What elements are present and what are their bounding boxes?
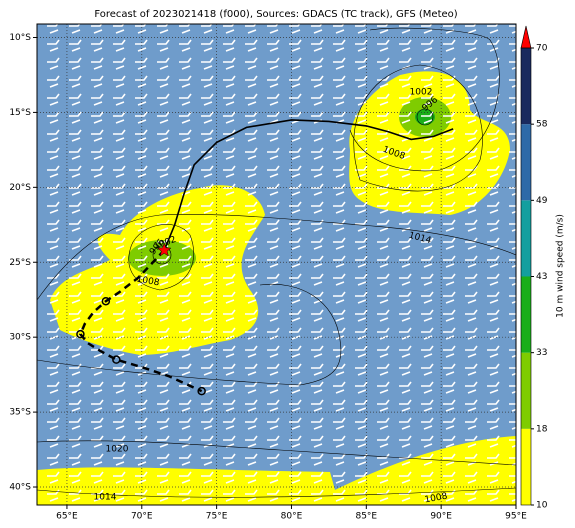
- chart-title: Forecast of 2023021418 (f000), Sources: …: [94, 9, 457, 20]
- y-tick-label: 30°S: [9, 333, 31, 343]
- colorbar-band: [521, 352, 531, 429]
- colorbar-tick-label: 49: [536, 196, 548, 206]
- colorbar-tick-label: 43: [536, 272, 547, 282]
- isobar: [128, 224, 194, 291]
- colorbar-band: [521, 124, 531, 201]
- colorbar-tick-label: 33: [536, 348, 547, 358]
- colorbar-band: [521, 200, 531, 277]
- x-tick-label: 85°E: [355, 512, 377, 522]
- isobar: [416, 108, 434, 126]
- tracks: [76, 119, 454, 396]
- track-point: [76, 329, 85, 339]
- y-tick-label: 20°S: [9, 183, 31, 193]
- colorbar-tick-label: 58: [536, 120, 548, 130]
- isobar: [37, 440, 516, 466]
- isobar-label: 1008: [136, 275, 161, 289]
- isobar: [353, 64, 483, 192]
- isobar-label: 1020: [106, 445, 129, 455]
- y-tick-label: 15°S: [9, 108, 31, 118]
- y-tick-label: 40°S: [9, 483, 31, 493]
- colorbar: 10 18 33 43 49 58 70: [520, 25, 548, 511]
- colorbar-tick-label: 10: [536, 501, 548, 511]
- y-tick-label: 25°S: [9, 258, 31, 268]
- storm-position: [156, 242, 172, 257]
- isobar: [349, 27, 500, 172]
- isobar: [152, 245, 172, 265]
- colorbar-band: [521, 48, 531, 125]
- wind-barbs: [37, 24, 516, 505]
- track-point: [112, 355, 121, 364]
- isobar-label: 1002: [410, 88, 433, 98]
- isobar: [37, 283, 342, 386]
- colorbar-tick-label: 70: [536, 44, 548, 54]
- colorbar-extend: [520, 25, 532, 49]
- track-line: [163, 119, 454, 251]
- colorbar-band: [521, 276, 531, 353]
- colorbar-label: 10 m wind speed (m/s): [556, 214, 566, 318]
- x-tick-label: 75°E: [206, 512, 228, 522]
- track-point: [197, 386, 206, 396]
- colorbar-band: [521, 428, 531, 505]
- isobar: [37, 487, 516, 498]
- x-tick-label: 70°E: [131, 512, 153, 522]
- isobar-label: 1014: [94, 493, 117, 503]
- y-tick-label: 35°S: [9, 408, 31, 418]
- x-tick-label: 80°E: [281, 512, 303, 522]
- y-tick-label: 10°S: [9, 33, 31, 43]
- track-point: [101, 296, 111, 306]
- x-tick-label: 65°E: [56, 512, 78, 522]
- x-tick-label: 95°E: [505, 512, 527, 522]
- isobar-label: 1008: [424, 492, 449, 506]
- x-tick-label: 90°E: [430, 512, 452, 522]
- track-line: [78, 249, 203, 393]
- grid: 65°E 70°E 75°E 80°E 85°E 90°E 95°E 10°S 15°S 20°S…: [9, 24, 527, 522]
- map-frame: [36, 23, 517, 506]
- isobar: [37, 214, 516, 301]
- colorbar-tick-label: 18: [536, 424, 548, 434]
